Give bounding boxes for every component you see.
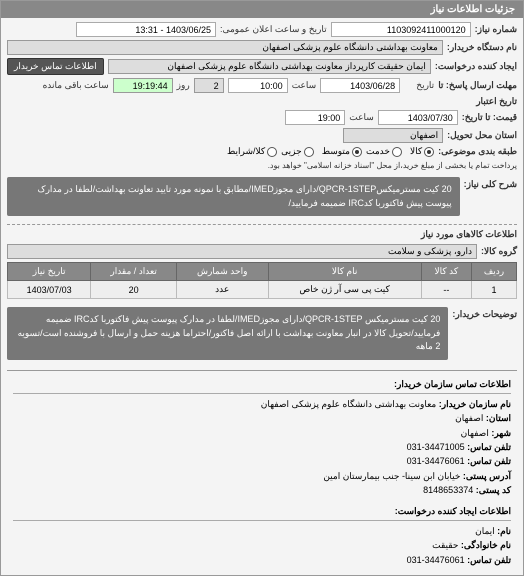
creator-surname-line: نام خانوادگی: حقیقت <box>13 538 511 552</box>
table-header-row: ردیف کد کالا نام کالا واحد شمارش تعداد /… <box>8 263 517 281</box>
price-to-label: قیمت: تا تاریخ: <box>462 112 517 123</box>
requester-value: ایمان حقیقت کارپرداز معاونت بهداشتی دانش… <box>108 59 431 74</box>
group-value: دارو، پزشکی و سلامت <box>7 244 477 259</box>
col-idx: ردیف <box>472 263 517 281</box>
payment-note: پرداخت تمام یا بخشی از مبلغ خرید،از محل … <box>268 161 517 170</box>
radio-circle-icon <box>424 147 434 157</box>
province-line: استان: اصفهان <box>13 411 511 425</box>
postal-code-line: کد پستی: 8148653374 <box>13 483 511 497</box>
row-buyer-name: نام دستگاه خریدار: معاونت بهداشتی دانشگا… <box>7 40 517 55</box>
radio-circle-icon <box>392 147 402 157</box>
pay-radio-group: کلا/شرایط <box>227 146 277 157</box>
summary-text: 20 کیت مسترمیکسQPCR-1STEP/دارای مجوزIMED… <box>7 177 460 216</box>
buyer-contact-button[interactable]: اطلاعات تماس خریدار <box>7 58 104 75</box>
credit-time: 19:00 <box>285 110 345 125</box>
radio-full[interactable]: کلا/شرایط <box>227 146 277 157</box>
cell-date: 1403/07/03 <box>8 281 91 299</box>
row-summary: شرح کلی نیاز: 20 کیت مسترمیکسQPCR-1STEP/… <box>7 173 517 220</box>
creator-name-line: نام: ایمان <box>13 524 511 538</box>
radio-minor[interactable]: جزیی <box>281 146 314 157</box>
col-qty: تعداد / مقدار <box>91 263 177 281</box>
row-delivery: استان محل تحویل: اصفهان <box>7 128 517 143</box>
announce-label: تاریخ و ساعت اعلان عمومی: <box>220 24 327 35</box>
col-date: تاریخ نیاز <box>8 263 91 281</box>
radio-khedmat[interactable]: خدمت <box>366 146 402 157</box>
requester-label: ایجاد کننده درخواست: <box>435 61 517 72</box>
col-unit: واحد شمارش <box>176 263 268 281</box>
radio-kala[interactable]: کالا <box>410 146 434 157</box>
announce-value: 1403/06/25 - 13:31 <box>76 22 216 37</box>
credit-deadline-label: تاریخ اعتبار <box>476 96 517 107</box>
creator-phone-line: تلفن تماس: 34476061-031 <box>13 553 511 567</box>
credit-date: 1403/07/30 <box>378 110 458 125</box>
deadline-time-label: ساعت <box>292 80 317 91</box>
remaining-label: ساعت باقی مانده <box>43 80 109 91</box>
row-group: گروه کالا: دارو، پزشکی و سلامت <box>7 244 517 259</box>
request-no-value: 1103092411000120 <box>331 22 471 37</box>
radio-circle-icon <box>352 147 362 157</box>
row-request-no: شماره نیاز: 1103092411000120 تاریخ و ساع… <box>7 22 517 37</box>
request-no-label: شماره نیاز: <box>475 24 517 35</box>
goods-table: ردیف کد کالا نام کالا واحد شمارش تعداد /… <box>7 262 517 299</box>
buyer-note-label: توضیحات خریدار: <box>452 303 517 320</box>
group-label: گروه کالا: <box>481 246 517 257</box>
fax-line: تلفن تماس: 34476061-031 <box>13 454 511 468</box>
unit-type-label: طبقه بندی موضوعی: <box>438 146 517 157</box>
row-credit: تاریخ اعتبار <box>7 96 517 107</box>
days-value: 2 <box>194 78 224 93</box>
radio-medium[interactable]: متوسط <box>322 146 362 157</box>
unit-radio-group: کالا خدمت <box>366 146 434 157</box>
days-label: روز <box>177 80 190 91</box>
cell-code: -- <box>421 281 471 299</box>
panel-body: شماره نیاز: 1103092411000120 تاریخ و ساع… <box>1 18 523 575</box>
separator <box>7 224 517 225</box>
row-deadline: مهلت ارسال پاسخ: تا تاریخ 1403/06/28 ساع… <box>7 78 517 93</box>
panel-title: جزئیات اطلاعات نیاز <box>1 1 523 18</box>
cell-unit: عدد <box>176 281 268 299</box>
org-name-line: نام سازمان خریدار: معاونت بهداشتی دانشگا… <box>13 397 511 411</box>
table-row[interactable]: 1 -- کیت پی سی آر ژن خاص عدد 20 1403/07/… <box>8 281 517 299</box>
radio-circle-icon <box>304 147 314 157</box>
cell-idx: 1 <box>472 281 517 299</box>
credit-time-label: ساعت <box>349 112 374 123</box>
summary-label: شرح کلی نیاز: <box>464 173 517 190</box>
delivery-place-value: اصفهان <box>343 128 443 143</box>
deadline-send-date: 1403/06/28 <box>320 78 400 93</box>
buyer-name-label: نام دستگاه خریدار: <box>447 42 517 53</box>
org-contact-section: اطلاعات تماس سازمان خریدار: نام سازمان خ… <box>7 373 517 572</box>
radio-circle-icon <box>267 147 277 157</box>
delivery-place-label: استان محل تحویل: <box>447 130 517 141</box>
org-contact-heading: اطلاعات تماس سازمان خریدار: <box>13 377 511 394</box>
goods-section-title: اطلاعات کالاهای مورد نیاز <box>7 229 517 240</box>
creator-contact-heading: اطلاعات ایجاد کننده درخواست: <box>13 504 511 521</box>
col-code: کد کالا <box>421 263 471 281</box>
deadline-send-label: مهلت ارسال پاسخ: تا <box>438 80 517 91</box>
deadline-date-label: تاریخ <box>404 80 434 91</box>
row-buyer-note: توضیحات خریدار: 20 کیت مسترمیکس QPCR-1ST… <box>7 303 517 364</box>
city-line: شهر: اصفهان <box>13 426 511 440</box>
row-credit2: قیمت: تا تاریخ: 1403/07/30 ساعت 19:00 <box>7 110 517 125</box>
col-name: نام کالا <box>268 263 421 281</box>
separator <box>7 370 517 371</box>
phone-line: تلفن تماس: 34471005-031 <box>13 440 511 454</box>
row-classification: طبقه بندی موضوعی: کالا خدمت متوسط جزیی ک… <box>7 146 517 170</box>
buyer-name-value: معاونت بهداشتی دانشگاه علوم پزشکی اصفهان <box>7 40 443 55</box>
remaining-time: 19:19:44 <box>113 78 173 93</box>
details-panel: جزئیات اطلاعات نیاز شماره نیاز: 11030924… <box>0 0 524 576</box>
size-radio-group: متوسط جزیی <box>281 146 362 157</box>
buyer-note-text: 20 کیت مسترمیکس QPCR-1STEP/دارای مجوزIME… <box>7 307 448 360</box>
row-requester: ایجاد کننده درخواست: ایمان حقیقت کارپردا… <box>7 58 517 75</box>
postal-addr-line: آدرس پستی: خیابان ابن سینا- جنب بیمارستا… <box>13 469 511 483</box>
deadline-send-time: 10:00 <box>228 78 288 93</box>
cell-name: کیت پی سی آر ژن خاص <box>268 281 421 299</box>
cell-qty: 20 <box>91 281 177 299</box>
